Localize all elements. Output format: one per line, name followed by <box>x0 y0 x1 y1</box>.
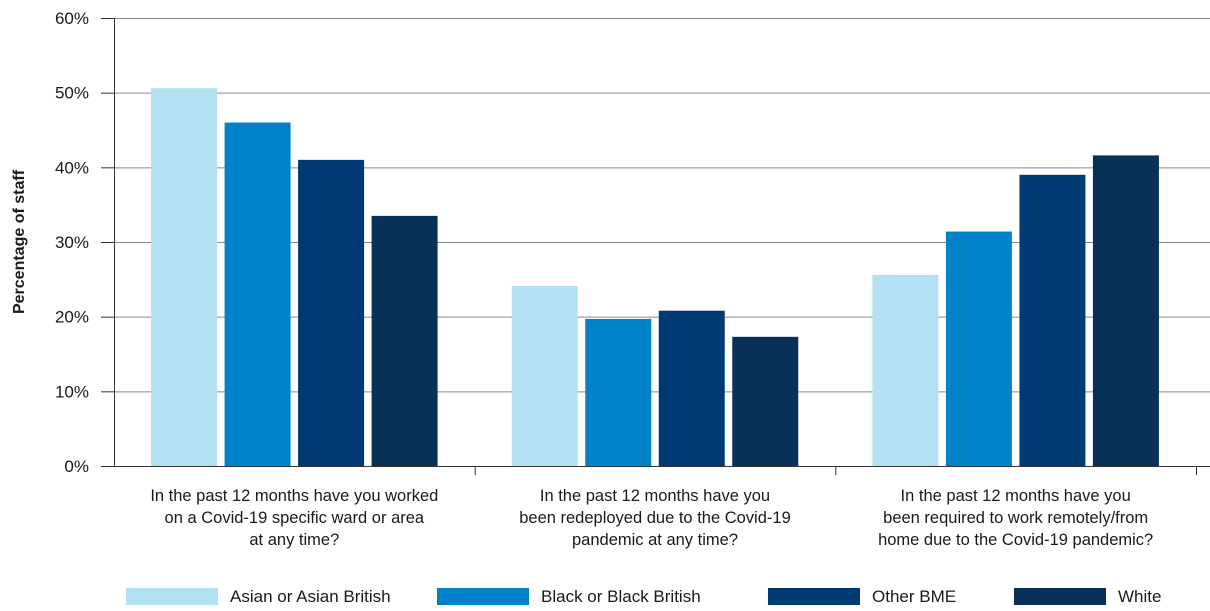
y-tick-labels: 0% 10% 20% 30% 40% 50% 60% <box>55 9 89 476</box>
legend-swatch <box>1014 588 1106 605</box>
bar <box>371 215 438 466</box>
bar <box>224 122 291 467</box>
axes <box>114 18 1210 475</box>
bar <box>945 231 1012 466</box>
bar <box>298 159 365 466</box>
legend-label: White <box>1118 587 1161 606</box>
y-tick-label: 40% <box>55 158 89 177</box>
legend: Asian or Asian British Black or Black Bri… <box>126 587 1161 606</box>
category-label: In the past 12 months have you been redep… <box>519 487 791 549</box>
y-tick-label: 60% <box>55 9 89 28</box>
y-tick-label: 30% <box>55 233 89 252</box>
legend-label: Black or Black British <box>541 587 701 606</box>
category-label: In the past 12 months have you worked on … <box>150 487 438 549</box>
bar <box>585 318 652 466</box>
bar <box>511 286 578 466</box>
category-label: In the past 12 months have you been requi… <box>878 487 1153 549</box>
y-tick-label: 10% <box>55 382 89 401</box>
bar <box>1019 174 1086 467</box>
legend-label: Asian or Asian British <box>230 587 391 606</box>
legend-label: Other BME <box>872 587 956 606</box>
y-axis-label: Percentage of staff <box>11 169 28 314</box>
bars <box>151 88 1159 467</box>
category-labels: In the past 12 months have you worked on … <box>150 487 1153 549</box>
legend-swatch <box>437 588 529 605</box>
legend-swatch <box>768 588 860 605</box>
bar <box>872 274 939 466</box>
bar <box>658 310 725 466</box>
legend-swatch <box>126 588 218 605</box>
y-tick-label: 20% <box>55 308 89 327</box>
y-tick-label: 50% <box>55 84 89 103</box>
bar <box>732 336 799 466</box>
y-tick-label: 0% <box>64 457 89 476</box>
bar <box>151 88 218 466</box>
bar <box>1092 155 1159 467</box>
